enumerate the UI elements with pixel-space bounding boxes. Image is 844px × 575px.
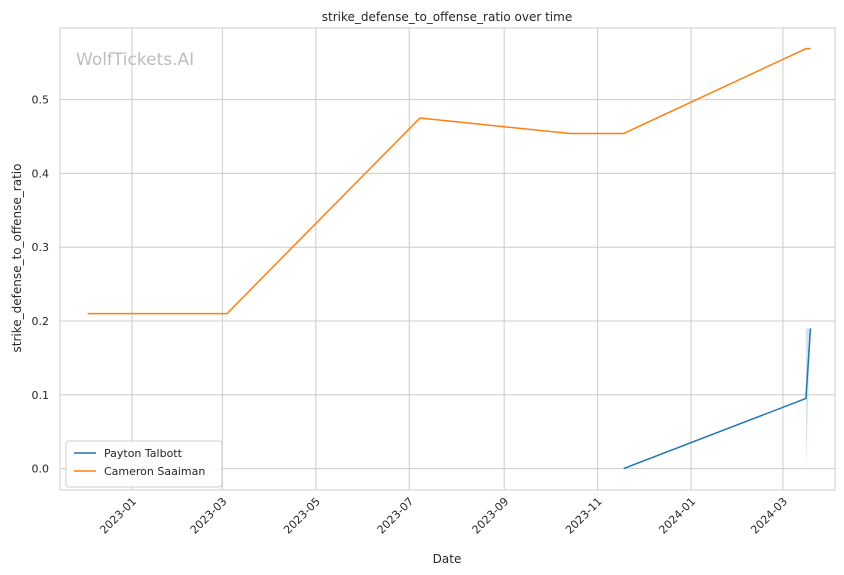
confidence-bands	[805, 328, 811, 469]
y-tick-label: 0.3	[32, 241, 50, 254]
legend-entry: Payton Talbott	[104, 447, 183, 460]
series-lines	[87, 47, 812, 470]
y-axis-title: strike_defense_to_offense_ratio	[10, 164, 24, 353]
grid	[60, 28, 835, 490]
y-tick-label: 0.4	[32, 167, 50, 180]
watermark: WolfTickets.AI	[76, 50, 194, 70]
plot-frame	[59, 27, 836, 491]
series-line-1	[87, 47, 811, 315]
chart-title: strike_defense_to_offense_ratio over tim…	[322, 10, 572, 24]
legend: Payton Talbott Cameron Saaiman	[65, 440, 223, 488]
y-tick-label: 0.5	[32, 94, 50, 107]
legend-entry: Cameron Saaiman	[104, 465, 205, 478]
confidence-band-0	[805, 328, 811, 469]
legend-box	[65, 440, 223, 488]
y-tick-label: 0.1	[32, 389, 50, 402]
series-line-0	[623, 328, 812, 470]
y-tick-label: 0.2	[32, 315, 50, 328]
y-tick-labels: 0.0 0.1 0.2 0.3 0.4 0.5	[32, 94, 50, 476]
y-tick-label: 0.0	[32, 463, 50, 476]
x-axis-title: Date	[433, 552, 462, 566]
